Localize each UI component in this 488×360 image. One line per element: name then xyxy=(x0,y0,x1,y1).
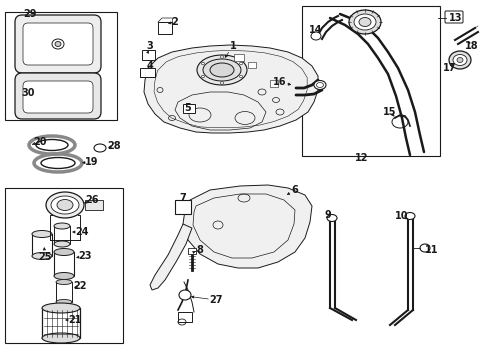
Bar xyxy=(142,50,155,60)
Ellipse shape xyxy=(32,230,52,238)
Ellipse shape xyxy=(310,32,320,40)
Text: 10: 10 xyxy=(394,211,408,221)
Ellipse shape xyxy=(179,290,191,300)
Ellipse shape xyxy=(54,248,74,256)
Polygon shape xyxy=(143,45,317,133)
Text: 13: 13 xyxy=(448,13,462,23)
Ellipse shape xyxy=(239,62,242,65)
Ellipse shape xyxy=(348,10,380,34)
Ellipse shape xyxy=(353,14,375,30)
Bar xyxy=(140,68,155,77)
Bar xyxy=(187,248,196,254)
Ellipse shape xyxy=(51,196,79,214)
Text: 14: 14 xyxy=(308,25,322,35)
Ellipse shape xyxy=(220,82,223,84)
Text: 30: 30 xyxy=(21,88,35,98)
Ellipse shape xyxy=(56,300,72,305)
Ellipse shape xyxy=(419,244,429,252)
Bar xyxy=(5,12,117,120)
Ellipse shape xyxy=(54,241,70,247)
Ellipse shape xyxy=(220,56,223,58)
Text: 25: 25 xyxy=(38,252,52,262)
Ellipse shape xyxy=(448,51,470,69)
Text: 3: 3 xyxy=(146,41,153,51)
Text: 20: 20 xyxy=(33,137,47,147)
FancyBboxPatch shape xyxy=(15,73,101,119)
Text: 24: 24 xyxy=(75,227,88,237)
Ellipse shape xyxy=(452,54,466,66)
Bar xyxy=(158,22,172,34)
Text: 28: 28 xyxy=(107,141,121,151)
Text: 15: 15 xyxy=(383,107,396,117)
Text: 19: 19 xyxy=(85,157,99,167)
FancyBboxPatch shape xyxy=(15,15,101,73)
Text: 8: 8 xyxy=(196,245,203,255)
Polygon shape xyxy=(150,224,192,290)
Ellipse shape xyxy=(203,59,241,81)
Text: 16: 16 xyxy=(273,77,286,87)
Ellipse shape xyxy=(54,273,74,279)
Bar xyxy=(178,312,192,322)
Ellipse shape xyxy=(201,62,204,65)
Text: 29: 29 xyxy=(23,9,37,19)
Bar xyxy=(54,226,70,244)
Text: 23: 23 xyxy=(78,251,92,261)
Text: 5: 5 xyxy=(184,103,191,113)
Text: 18: 18 xyxy=(464,41,478,51)
Text: 12: 12 xyxy=(354,153,368,163)
Text: 1: 1 xyxy=(229,41,236,51)
Bar xyxy=(269,80,278,87)
Ellipse shape xyxy=(326,215,336,221)
Bar xyxy=(175,200,191,214)
Bar xyxy=(85,200,103,210)
Bar xyxy=(54,252,74,276)
Bar xyxy=(234,54,244,61)
Text: 11: 11 xyxy=(425,245,438,255)
Text: 2: 2 xyxy=(171,17,178,27)
Ellipse shape xyxy=(55,41,61,46)
Text: 9: 9 xyxy=(324,210,331,220)
Text: 7: 7 xyxy=(179,193,186,203)
Bar xyxy=(183,104,195,113)
Ellipse shape xyxy=(54,223,70,229)
Ellipse shape xyxy=(201,75,204,78)
Ellipse shape xyxy=(358,18,370,27)
Ellipse shape xyxy=(32,252,52,260)
Ellipse shape xyxy=(313,81,325,90)
Ellipse shape xyxy=(42,303,80,313)
Text: 27: 27 xyxy=(209,295,223,305)
Bar xyxy=(247,62,256,68)
Text: 26: 26 xyxy=(85,195,99,205)
Text: 22: 22 xyxy=(73,281,86,291)
FancyBboxPatch shape xyxy=(444,11,462,23)
Text: 6: 6 xyxy=(291,185,298,195)
Bar xyxy=(302,6,439,156)
Text: 17: 17 xyxy=(442,63,456,73)
Bar xyxy=(5,188,123,343)
Ellipse shape xyxy=(56,279,72,284)
Bar xyxy=(56,282,72,302)
Ellipse shape xyxy=(404,212,414,220)
Text: 21: 21 xyxy=(68,315,81,325)
FancyBboxPatch shape xyxy=(23,81,93,113)
Text: 4: 4 xyxy=(146,61,153,71)
Bar xyxy=(42,308,80,338)
Ellipse shape xyxy=(197,55,246,85)
FancyBboxPatch shape xyxy=(23,23,93,65)
Ellipse shape xyxy=(46,192,84,218)
Ellipse shape xyxy=(42,333,80,343)
Ellipse shape xyxy=(239,75,242,78)
Ellipse shape xyxy=(52,39,64,49)
Ellipse shape xyxy=(209,63,234,77)
Polygon shape xyxy=(183,185,311,268)
Ellipse shape xyxy=(456,58,462,63)
Ellipse shape xyxy=(57,199,73,211)
Bar xyxy=(32,234,52,256)
